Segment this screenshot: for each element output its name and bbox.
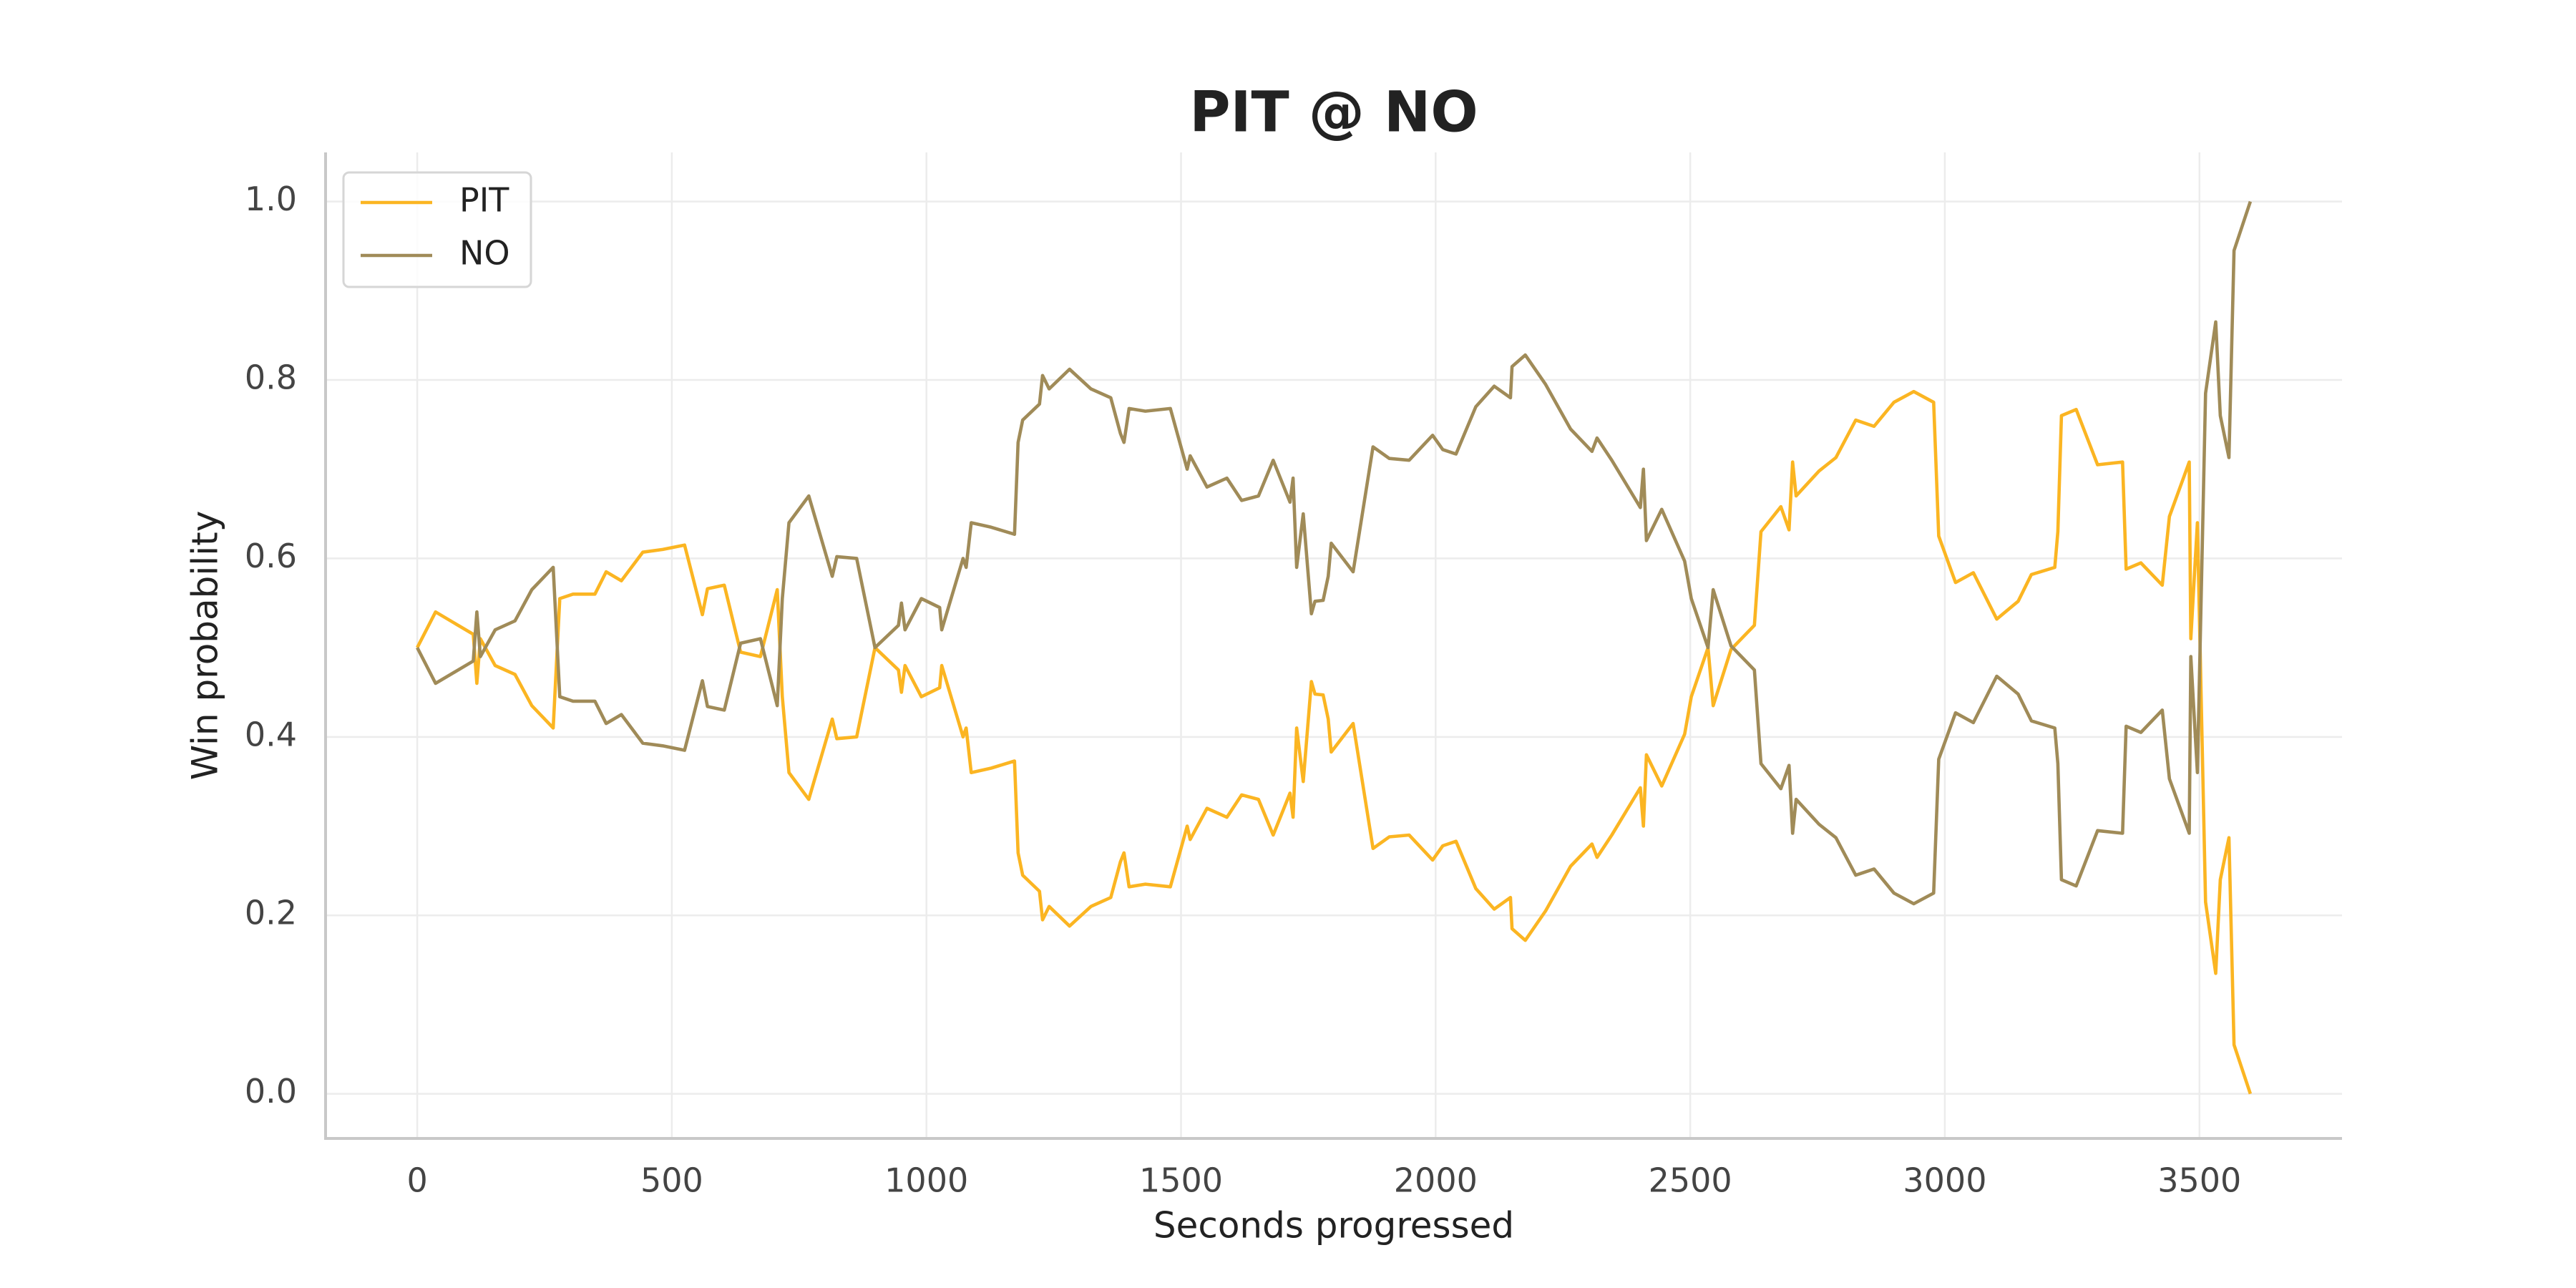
- y-tick-label: 0.2: [245, 894, 297, 932]
- legend-label: PIT: [459, 181, 509, 220]
- y-axis-label: Win probability: [185, 511, 226, 781]
- x-tick-label: 1500: [1139, 1161, 1223, 1200]
- chart-title: PIT @ NO: [1189, 80, 1478, 145]
- x-tick-label: 3000: [1903, 1161, 1986, 1200]
- x-tick-label: 500: [640, 1161, 703, 1200]
- x-tick-label: 1000: [884, 1161, 968, 1200]
- line-series: [416, 389, 2253, 1095]
- x-tick-label: 2000: [1394, 1161, 1478, 1200]
- y-tick-label: 1.0: [245, 180, 297, 218]
- x-tick-label: 2500: [1649, 1161, 1732, 1200]
- y-tick-label: 0.4: [245, 715, 297, 753]
- y-tick-label: 0.6: [245, 537, 297, 575]
- y-tick-label: 0.0: [245, 1072, 297, 1111]
- y-tick-label: 0.8: [245, 358, 297, 397]
- line-series: [416, 200, 2253, 906]
- x-tick-label: 0: [406, 1161, 427, 1200]
- legend-label: NO: [459, 234, 510, 273]
- x-tick-label: 3500: [2157, 1161, 2241, 1200]
- x-axis-label: Seconds progressed: [1153, 1205, 1514, 1246]
